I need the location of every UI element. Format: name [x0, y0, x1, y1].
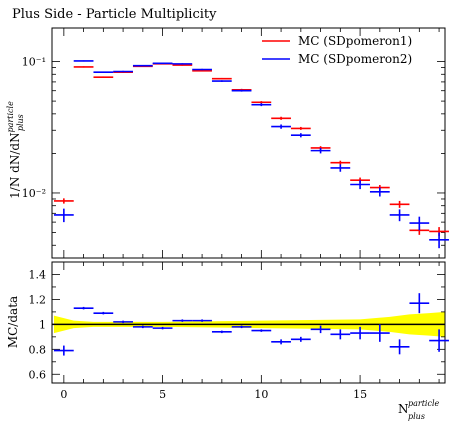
legend-item-sdpomeron1: MC (SDpomeron1) [262, 34, 412, 48]
data-point-series2 [310, 147, 331, 154]
x-axis-label-sub: plus [408, 412, 425, 421]
data-point-series2 [93, 71, 114, 73]
ratio-data-point [231, 325, 252, 329]
data-point-series2 [172, 63, 193, 65]
ratio-y-tick-label: 1.2 [29, 293, 47, 306]
data-point-series2 [409, 216, 430, 231]
data-point-series1 [53, 198, 74, 204]
svg-text:1/N dN/dNparticleplus: 1/N dN/dNparticleplus [6, 101, 25, 199]
ratio-data-point [409, 293, 430, 314]
data-point-series2 [251, 103, 272, 107]
data-point-series1 [271, 116, 291, 120]
ratio-data-point [211, 330, 232, 334]
chart-title: Plus Side - Particle Multiplicity [12, 7, 217, 22]
main-y-tick-label: 10⁻¹ [22, 56, 46, 69]
ratio-y-tick-label: 1.4 [29, 268, 47, 281]
ratio-data-point [53, 345, 74, 356]
x-axis-label: N particle plus [398, 399, 440, 421]
legend-item-sdpomeron2: MC (SDpomeron2) [262, 52, 412, 66]
data-point-series1 [172, 64, 193, 66]
data-point-series2 [350, 180, 370, 190]
data-point-series1 [93, 76, 114, 79]
data-point-series2 [231, 89, 252, 92]
x-tick-label: 5 [159, 388, 166, 401]
ratio-y-tick-label: 0.6 [29, 368, 47, 381]
ratio-y-axis-label: MC/data [6, 296, 20, 348]
data-point-series2 [389, 209, 410, 222]
ratio-data-point [132, 325, 153, 329]
x-axis-label-main: N [398, 402, 409, 416]
data-point-series2 [271, 124, 291, 129]
ratio-data-point [192, 319, 212, 322]
data-point-series2 [330, 164, 351, 172]
ratio-data-point [350, 326, 370, 340]
data-point-series1 [290, 126, 311, 130]
data-point-series2 [429, 232, 449, 249]
ratio-data-point [369, 324, 390, 342]
ratio-data-point [429, 329, 449, 352]
ratio-data-point [389, 339, 410, 355]
main-y-tick-label: 10⁻² [22, 187, 46, 200]
x-axis-label-sup: particle [408, 399, 440, 408]
main-y-axis-label-sub: plus [16, 114, 25, 131]
ratio-frame [51, 261, 446, 384]
ratio-data-point [93, 311, 114, 315]
legend: MC (SDpomeron1) MC (SDpomeron2) [262, 34, 412, 66]
data-point-series1 [211, 77, 232, 80]
ratio-panel: 0.6 0.8 1 1.2 1.4 0 5 10 15 [29, 261, 449, 401]
data-point-series2 [211, 80, 232, 82]
ratio-y-tick-label: 0.8 [29, 343, 47, 356]
data-point-series2 [73, 60, 94, 62]
data-point-series2 [192, 68, 212, 71]
main-panel: 10⁻¹ 10⁻² [22, 27, 449, 259]
ratio-data-point [152, 326, 173, 330]
ratio-data-point [271, 339, 291, 345]
legend-label-sdpomeron2: MC (SDpomeron2) [298, 52, 412, 66]
data-point-series2 [369, 187, 390, 197]
data-point-series2 [113, 70, 133, 73]
ratio-data-point [172, 319, 193, 322]
main-y-axis-label-main: 1/N dN/dN [8, 132, 22, 198]
data-point-series2 [152, 62, 173, 65]
data-point-series1 [73, 66, 94, 68]
ratio-data-point [113, 320, 133, 324]
main-frame [51, 27, 446, 259]
data-point-series2 [290, 133, 311, 138]
main-y-axis-label: 1/N dN/dNparticleplus [6, 101, 25, 199]
data-point-series1 [330, 160, 351, 165]
x-tick-label: 15 [353, 388, 367, 401]
x-tick-label: 0 [60, 388, 67, 401]
data-point-series2 [132, 64, 153, 67]
x-tick-label: 10 [254, 388, 268, 401]
ratio-y-tick-label: 1 [39, 318, 46, 331]
data-point-series2 [53, 208, 74, 223]
main-y-axis-label-sup: particle [6, 101, 15, 133]
data-point-series1 [251, 101, 272, 104]
ratio-data-point [73, 306, 94, 310]
ratio-data-point [310, 325, 331, 334]
data-point-series1 [389, 200, 410, 208]
legend-label-sdpomeron1: MC (SDpomeron1) [298, 34, 412, 48]
ratio-data-point [290, 336, 311, 342]
ratio-data-point [251, 329, 272, 332]
data-point-series1 [192, 70, 212, 72]
ratio-data-point [330, 329, 351, 340]
